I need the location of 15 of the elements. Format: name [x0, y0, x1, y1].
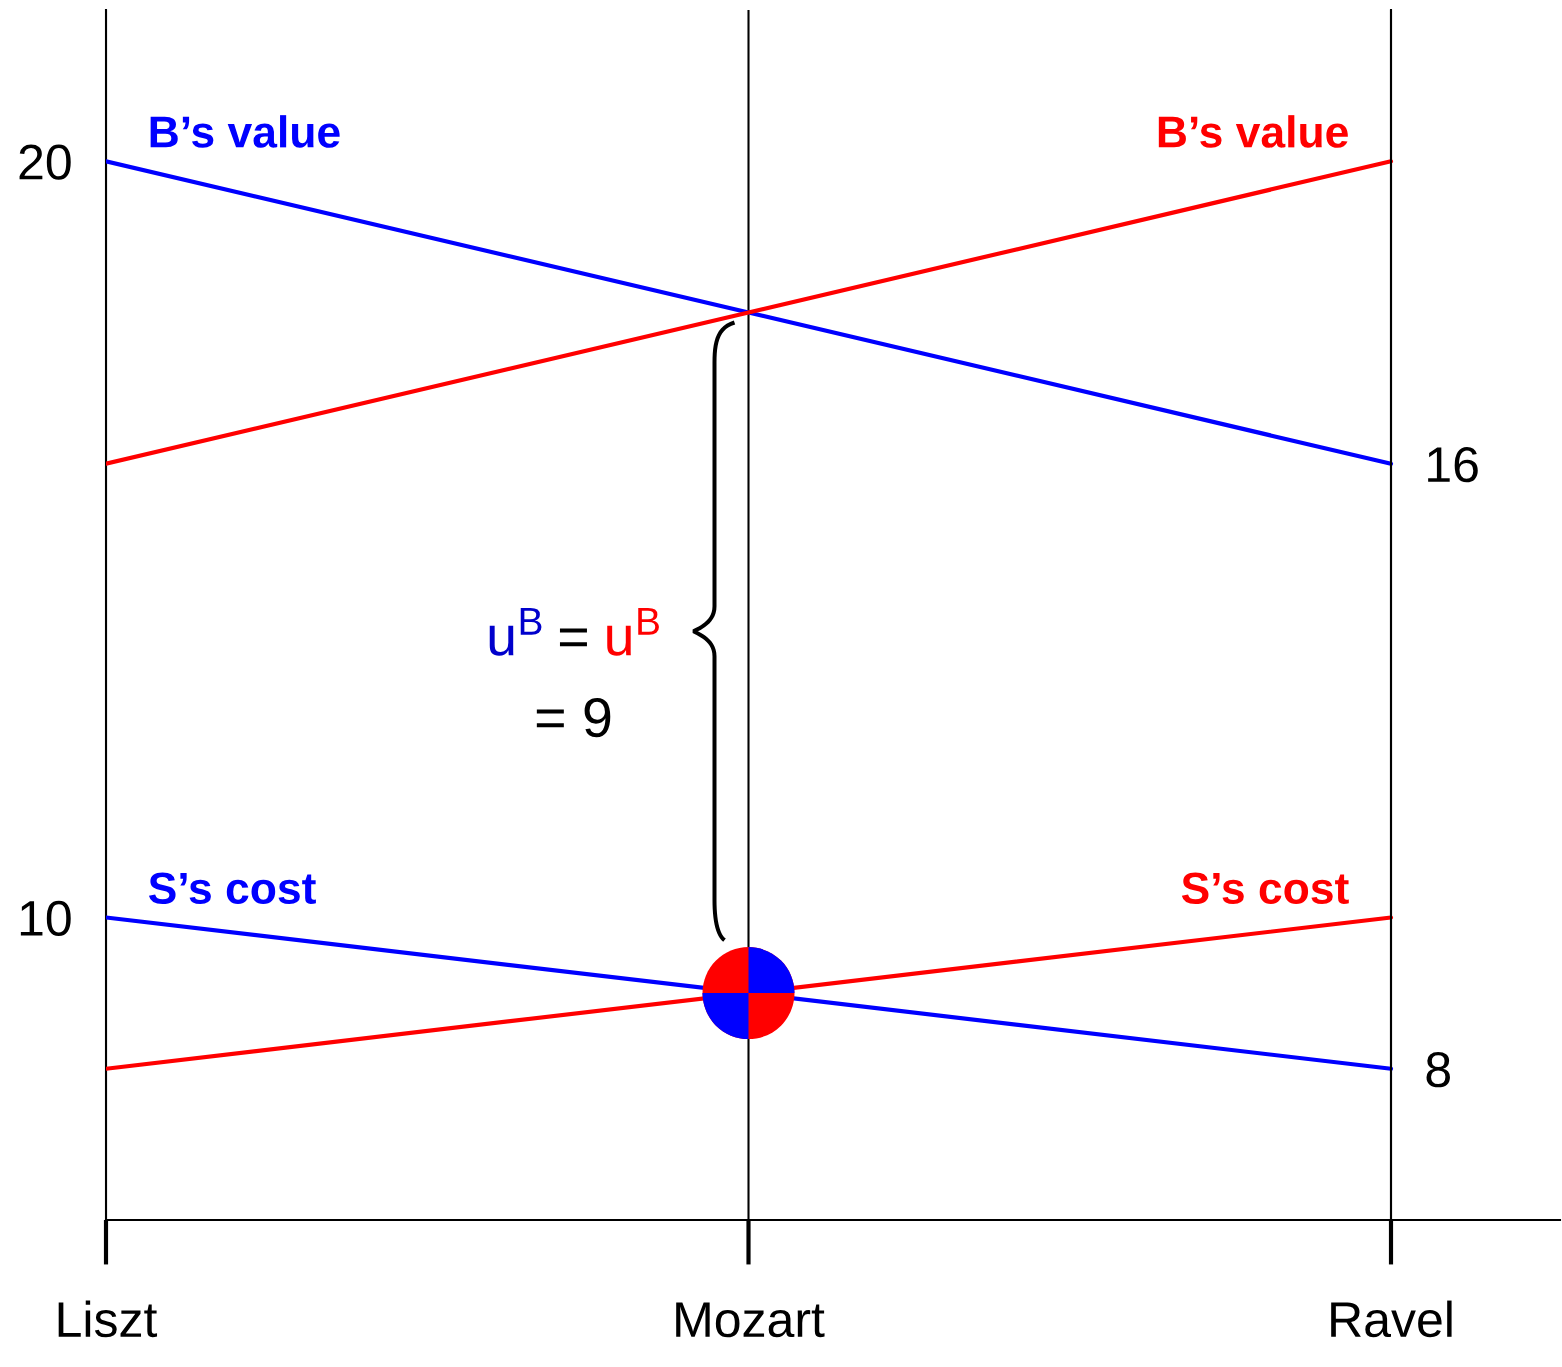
- series-label: S’s cost: [1181, 872, 1349, 905]
- annotation: = 9: [536, 697, 611, 738]
- annotation: =: [559, 628, 587, 647]
- y2-tick-label: 8: [1426, 1051, 1450, 1088]
- y2-tick-label: 16: [1428, 446, 1478, 483]
- series-label: B’s value: [1158, 115, 1348, 148]
- x-tick-label: Liszt: [58, 1300, 158, 1338]
- series-label: S’s cost: [148, 872, 316, 905]
- x-tick-label: Mozart: [676, 1302, 825, 1338]
- annotation: u$^{B}$: [607, 607, 659, 656]
- x-tick-label: Ravel: [1331, 1300, 1452, 1338]
- annotation: u$^{B}$: [489, 607, 542, 656]
- y-tick-label: 10: [20, 900, 71, 937]
- series-label: B’s value: [150, 115, 340, 148]
- y-tick-label: 20: [19, 144, 71, 180]
